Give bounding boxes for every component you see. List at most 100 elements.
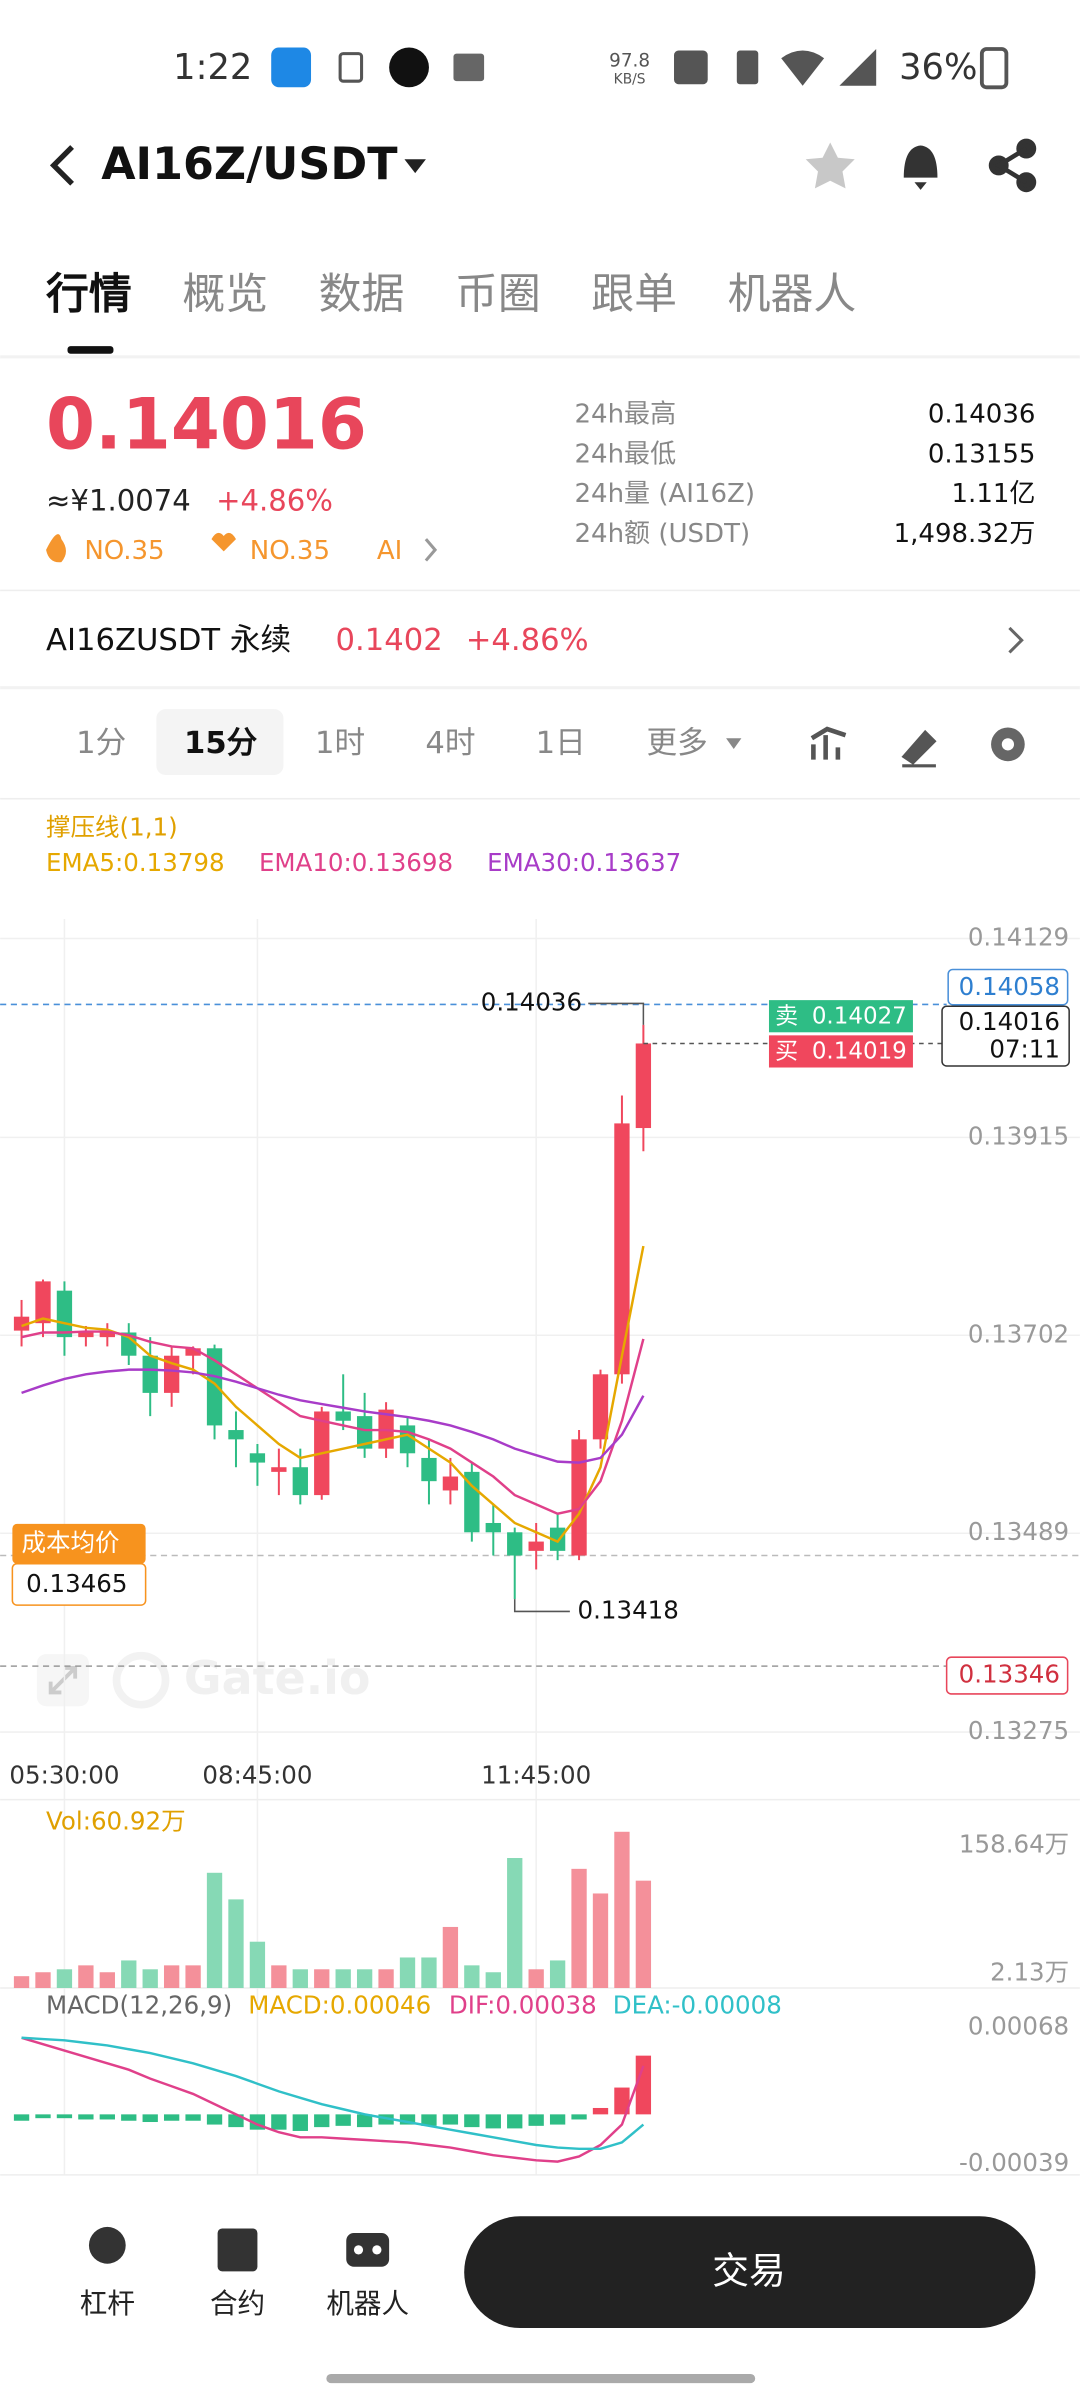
bot-icon[interactable] bbox=[346, 2233, 390, 2267]
ask-box bbox=[768, 1000, 913, 1033]
volume-bar bbox=[464, 1965, 480, 1989]
last-box bbox=[941, 1005, 1070, 1067]
candle-body bbox=[485, 1522, 501, 1533]
clock: 1:22 bbox=[173, 47, 252, 88]
volume-label: Vol:60.92万 bbox=[46, 1807, 186, 1836]
back-button[interactable] bbox=[49, 145, 74, 186]
macd-bar bbox=[485, 2114, 501, 2129]
upper-label: 0.14058 bbox=[959, 972, 1060, 1001]
share-line bbox=[994, 146, 1028, 185]
candle-body bbox=[228, 1430, 244, 1440]
interval[interactable]: 1分 bbox=[76, 726, 126, 761]
interval[interactable]: 4时 bbox=[425, 726, 475, 761]
candle-body bbox=[507, 1532, 523, 1556]
perp-price: 0.1402 bbox=[336, 623, 443, 658]
chevron[interactable] bbox=[1008, 626, 1024, 654]
watermark-logo bbox=[112, 1651, 170, 1709]
interval[interactable]: 1时 bbox=[315, 726, 365, 761]
candle-body bbox=[292, 1467, 308, 1496]
low-label: 0.13418 bbox=[578, 1595, 679, 1624]
bot-eye bbox=[353, 2245, 364, 2255]
candle-body bbox=[13, 1316, 30, 1331]
upper-box bbox=[947, 968, 1069, 1006]
macd-bar bbox=[356, 2114, 373, 2128]
tab[interactable]: 跟单 bbox=[591, 270, 677, 320]
volume-bar bbox=[528, 1969, 544, 1989]
candle-body bbox=[635, 1043, 652, 1129]
chevron bbox=[424, 538, 438, 562]
macd-bar bbox=[56, 2114, 73, 2119]
volume-bar bbox=[292, 1969, 308, 1989]
ask-label: 卖 bbox=[775, 1003, 798, 1029]
margin-icon[interactable] bbox=[88, 2226, 126, 2264]
app-icon bbox=[389, 47, 429, 88]
volume-bar bbox=[549, 1960, 566, 1989]
nav-label[interactable]: 杠杆 bbox=[80, 2288, 135, 2320]
stat-value: 1,498.32万 bbox=[894, 519, 1036, 549]
ema-legend: EMA30:0.13637 bbox=[487, 848, 681, 877]
net-speed: 97.8 bbox=[609, 50, 650, 71]
volume-bar bbox=[206, 1872, 223, 1989]
y-tick-label: 0.13915 bbox=[968, 1121, 1069, 1150]
volume-bar bbox=[571, 1868, 587, 1989]
divider bbox=[0, 355, 1080, 359]
perp-name[interactable]: AI16ZUSDT 永续 bbox=[46, 623, 291, 658]
draw-button[interactable] bbox=[901, 729, 937, 768]
pair-title[interactable]: AI16Z/USDT bbox=[101, 139, 398, 190]
macd-bar bbox=[378, 2114, 394, 2125]
candle-body bbox=[56, 1290, 73, 1338]
tab[interactable]: 币圈 bbox=[455, 270, 541, 320]
ask-price: 0.14027 bbox=[812, 1003, 907, 1029]
macd-bar bbox=[592, 2107, 609, 2115]
nav-label[interactable]: 合约 bbox=[210, 2288, 265, 2320]
volume-bar bbox=[99, 1972, 115, 1989]
indicator-button[interactable] bbox=[810, 726, 847, 760]
macd-bar bbox=[335, 2114, 351, 2126]
candle-body bbox=[206, 1348, 223, 1426]
interval[interactable]: 1日 bbox=[536, 726, 586, 761]
candle-body bbox=[421, 1457, 437, 1482]
ema-legend: EMA10:0.13698 bbox=[259, 848, 453, 877]
macd-bar bbox=[614, 2087, 630, 2115]
trade-label[interactable]: 交易 bbox=[712, 2249, 786, 2292]
tab[interactable]: 行情 bbox=[46, 270, 132, 320]
macd-bar bbox=[271, 2114, 287, 2130]
y-tick-label: 0.13702 bbox=[968, 1319, 1069, 1348]
alert-button[interactable] bbox=[903, 145, 938, 190]
trade-button[interactable] bbox=[464, 2216, 1036, 2329]
volume-bar bbox=[249, 1941, 266, 1989]
macd-legend: DEA:-0.00008 bbox=[613, 1990, 782, 2019]
volume-bar bbox=[485, 1972, 501, 1989]
volume-bar bbox=[356, 1969, 373, 1989]
settings-hole bbox=[1001, 738, 1015, 751]
dropdown-icon[interactable] bbox=[404, 159, 426, 174]
tab[interactable]: 数据 bbox=[319, 270, 405, 320]
futures-icon[interactable] bbox=[217, 2228, 258, 2272]
volume-bar bbox=[614, 1831, 630, 1989]
hot-icon bbox=[46, 534, 66, 563]
candle-body bbox=[121, 1332, 137, 1356]
favorite-button[interactable] bbox=[805, 142, 855, 189]
last-price: 0.14016 bbox=[46, 383, 367, 465]
stat-label: 24h最高 bbox=[574, 400, 676, 430]
divider bbox=[0, 686, 1080, 690]
macd-bar bbox=[442, 2114, 459, 2125]
tab[interactable]: 机器人 bbox=[728, 270, 857, 320]
candle-body bbox=[185, 1348, 201, 1356]
volte-icon bbox=[674, 50, 708, 85]
macd-bar bbox=[399, 2114, 416, 2125]
macd-bar bbox=[292, 2114, 308, 2131]
interval[interactable]: 15分 bbox=[184, 726, 258, 761]
expand-button[interactable] bbox=[36, 1654, 89, 1707]
nav-label[interactable]: 机器人 bbox=[326, 2288, 409, 2320]
volume-bar bbox=[35, 1972, 51, 1989]
interval[interactable]: 更多 bbox=[646, 726, 707, 761]
candle-body bbox=[614, 1123, 630, 1375]
macd-legend: MACD:0.00046 bbox=[248, 1990, 431, 2019]
share-button[interactable] bbox=[988, 138, 1037, 193]
sector-tag[interactable]: AI bbox=[377, 536, 402, 566]
tab[interactable]: 概览 bbox=[182, 270, 268, 320]
volume-bar bbox=[271, 1965, 287, 1989]
cost-title: 成本均价 bbox=[22, 1528, 120, 1557]
